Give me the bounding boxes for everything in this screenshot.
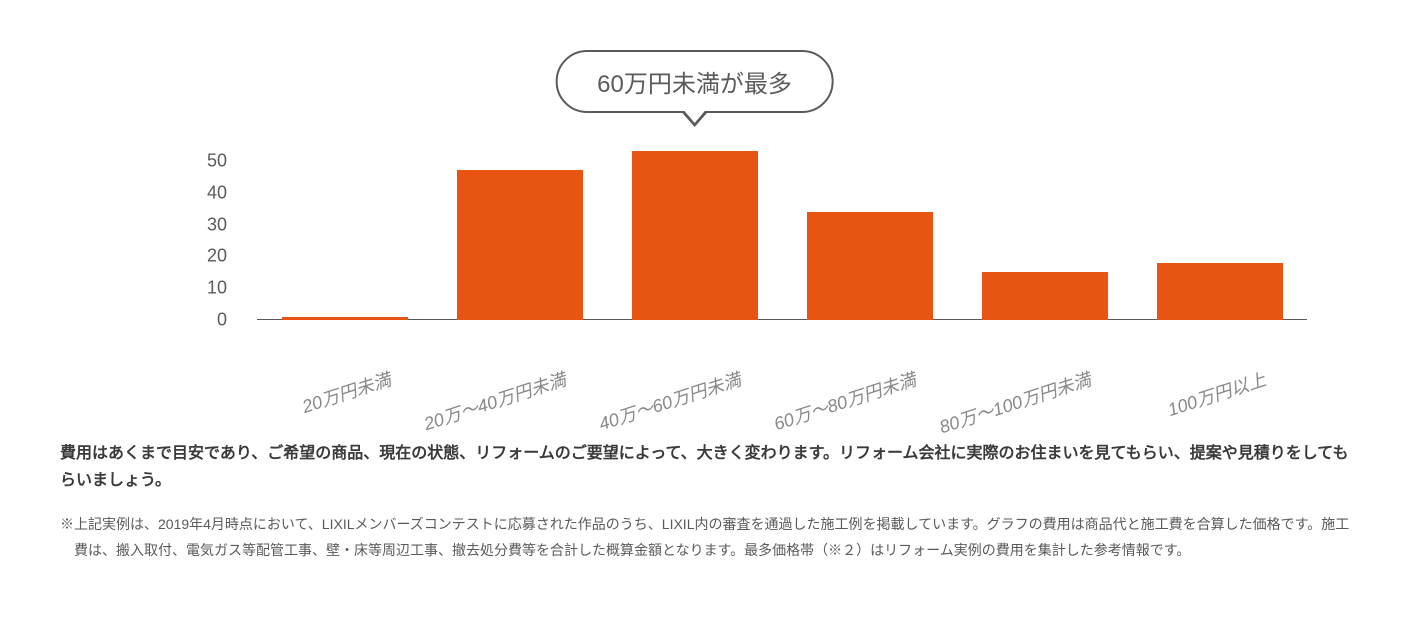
- bar-slot: [957, 145, 1132, 320]
- description-note: ※上記実例は、2019年4月時点において、LIXILメンバーズコンテストに応募さ…: [60, 512, 1354, 562]
- description-section: 費用はあくまで目安であり、ご希望の商品、現在の状態、リフォームのご要望によって、…: [50, 440, 1364, 563]
- bar: [982, 272, 1108, 320]
- y-tick: 30: [207, 214, 227, 235]
- x-label-slot: 40万～60万円未満: [607, 335, 782, 415]
- x-label-slot: 80万～100万円未満: [957, 335, 1132, 415]
- x-label-slot: 20万円未満: [257, 335, 432, 415]
- chart-area: 01020304050 20万円未満20万～40万円未満40万～60万円未満60…: [257, 145, 1307, 320]
- bar-slot: [432, 145, 607, 320]
- bar-slot: [257, 145, 432, 320]
- x-label-slot: 20万～40万円未満: [432, 335, 607, 415]
- bar-slot: [607, 145, 782, 320]
- bar-slot: [1132, 145, 1307, 320]
- bar: [282, 317, 408, 320]
- x-label-slot: 100万円以上: [1132, 335, 1307, 415]
- bar: [632, 151, 758, 320]
- bars: [257, 145, 1307, 320]
- x-labels: 20万円未満20万～40万円未満40万～60万円未満60万～80万円未満80万～…: [257, 335, 1307, 415]
- y-tick: 20: [207, 246, 227, 267]
- bar: [807, 212, 933, 320]
- bar: [457, 170, 583, 320]
- bar: [1157, 263, 1283, 320]
- y-tick: 10: [207, 278, 227, 299]
- y-tick: 40: [207, 182, 227, 203]
- bar-slot: [782, 145, 957, 320]
- description-bold: 費用はあくまで目安であり、ご希望の商品、現在の状態、リフォームのご要望によって、…: [60, 440, 1354, 494]
- callout-tail-icon: [680, 111, 708, 127]
- chart-container: 60万円未満が最多 01020304050 20万円未満20万～40万円未満40…: [107, 30, 1307, 410]
- callout-text: 60万円未満が最多: [597, 71, 792, 98]
- callout-bubble: 60万円未満が最多: [555, 50, 834, 113]
- y-tick: 50: [207, 150, 227, 171]
- x-label-slot: 60万～80万円未満: [782, 335, 957, 415]
- y-tick: 0: [217, 310, 227, 331]
- callout: 60万円未満が最多: [555, 50, 834, 113]
